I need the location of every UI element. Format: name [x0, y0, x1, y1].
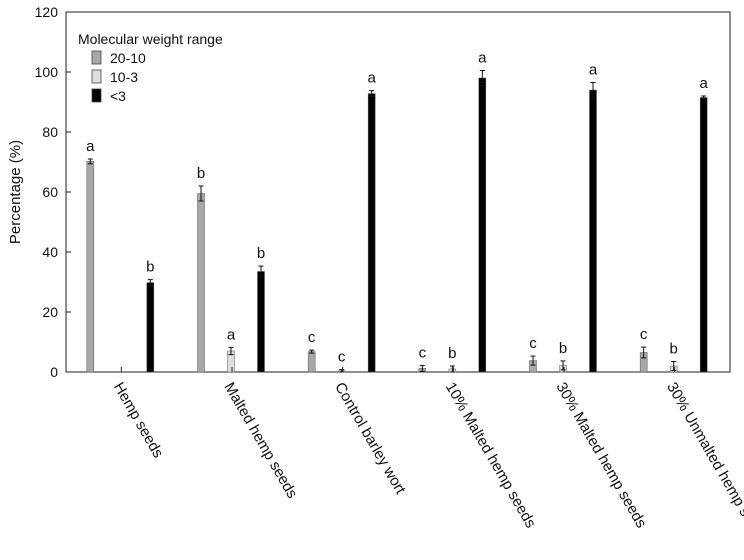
x-tick-labels-layer: Hemp seeds Malted hemp seeds Control barle… [110, 367, 744, 548]
plot-frame [65, 11, 731, 373]
significance-label: a [589, 62, 598, 79]
x-tick-label: 30% Malted hemp seeds [553, 380, 650, 531]
y-tick-label: 0 [50, 364, 58, 380]
y-axis-label: Percentage (%) [7, 140, 24, 244]
significance-label: b [197, 165, 205, 182]
bar-<3 [367, 93, 376, 373]
x-tick-label: Hemp seeds [110, 380, 167, 461]
significance-label: a [478, 50, 487, 67]
y-tick-label: 100 [35, 64, 59, 80]
y-tick-label: 40 [42, 244, 58, 260]
significance-label: a [367, 70, 376, 87]
x-tick-label: 10% Malted hemp seeds [442, 380, 539, 531]
significance-label: c [419, 344, 427, 361]
significance-label: c [338, 349, 346, 366]
significance-label: c [640, 326, 648, 343]
x-tick-label: Control barley wort [331, 380, 409, 498]
significance-label: a [227, 326, 236, 343]
legend: Molecular weight range 20-10 10-3 <3 [78, 31, 223, 104]
axes-layer [65, 11, 731, 373]
bar-<3 [257, 271, 265, 373]
significance-label: a [86, 138, 95, 155]
bar-20-10 [86, 161, 95, 373]
bar-<3 [589, 89, 597, 373]
bar-20-10 [197, 193, 205, 373]
x-tick-label: Malted hemp seeds [221, 380, 301, 502]
legend-label: 10-3 [110, 69, 138, 85]
y-tick-label: 60 [42, 184, 58, 200]
legend-label: <3 [110, 88, 126, 104]
significance-label: b [146, 259, 154, 276]
legend-label: 20-10 [110, 50, 146, 66]
significance-label: b [257, 245, 265, 262]
legend-swatch [91, 88, 102, 103]
bar-<3 [699, 97, 708, 373]
y-tick-label: 20 [42, 304, 58, 320]
y-tick-label: 120 [35, 4, 59, 20]
bar-<3 [478, 77, 487, 373]
significance-labels-layer: a b b a b c c a c b a c b a c b a [86, 50, 708, 366]
bar-<3 [146, 282, 155, 373]
y-ticks-layer: 0 20 40 60 80 100 120 [35, 4, 71, 380]
x-tick-label: 30% Unmalted hemp seeds [663, 380, 744, 548]
legend-swatch [91, 50, 102, 65]
legend-swatch [91, 69, 102, 84]
significance-label: c [529, 335, 537, 352]
significance-label: c [308, 329, 316, 346]
significance-label: b [448, 345, 456, 362]
bars-layer [86, 77, 708, 373]
bar-20-10 [307, 351, 316, 373]
error-bars-layer [87, 70, 707, 373]
significance-label: a [699, 75, 708, 92]
y-tick-label: 80 [42, 124, 58, 140]
significance-label: b [559, 340, 567, 357]
legend-title: Molecular weight range [78, 31, 223, 47]
significance-label: b [669, 341, 677, 358]
